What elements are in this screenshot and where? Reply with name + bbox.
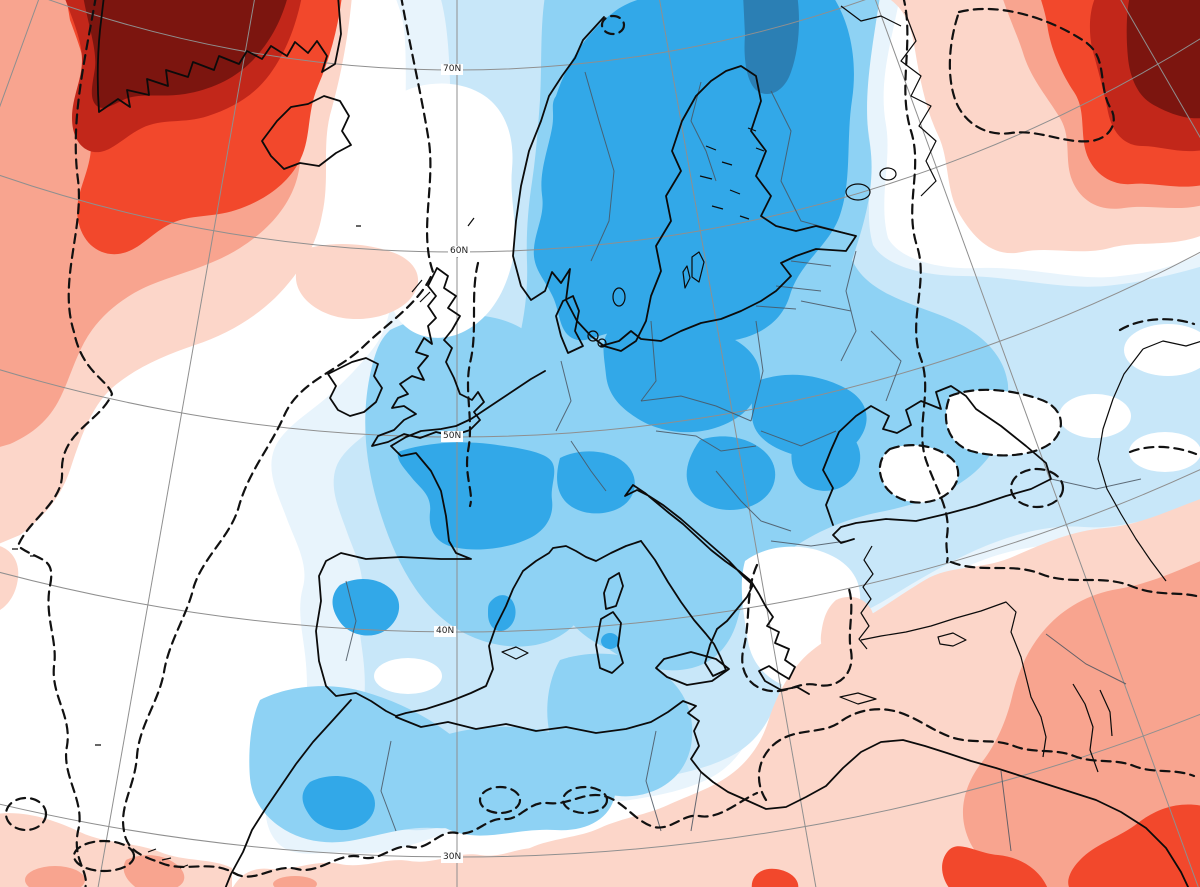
coastlines-layer — [12, 0, 1200, 887]
latitude-label-50n: 50N — [441, 431, 464, 442]
zero-anomaly-contour-layer — [4, 0, 1200, 887]
latitude-label-30n: 30N — [441, 852, 464, 863]
country-borders-layer — [345, 71, 1142, 852]
latitude-label-70n: 70N — [441, 64, 464, 75]
latitude-label-40n: 40N — [434, 626, 457, 637]
latitude-label-60n: 60N — [448, 246, 471, 257]
